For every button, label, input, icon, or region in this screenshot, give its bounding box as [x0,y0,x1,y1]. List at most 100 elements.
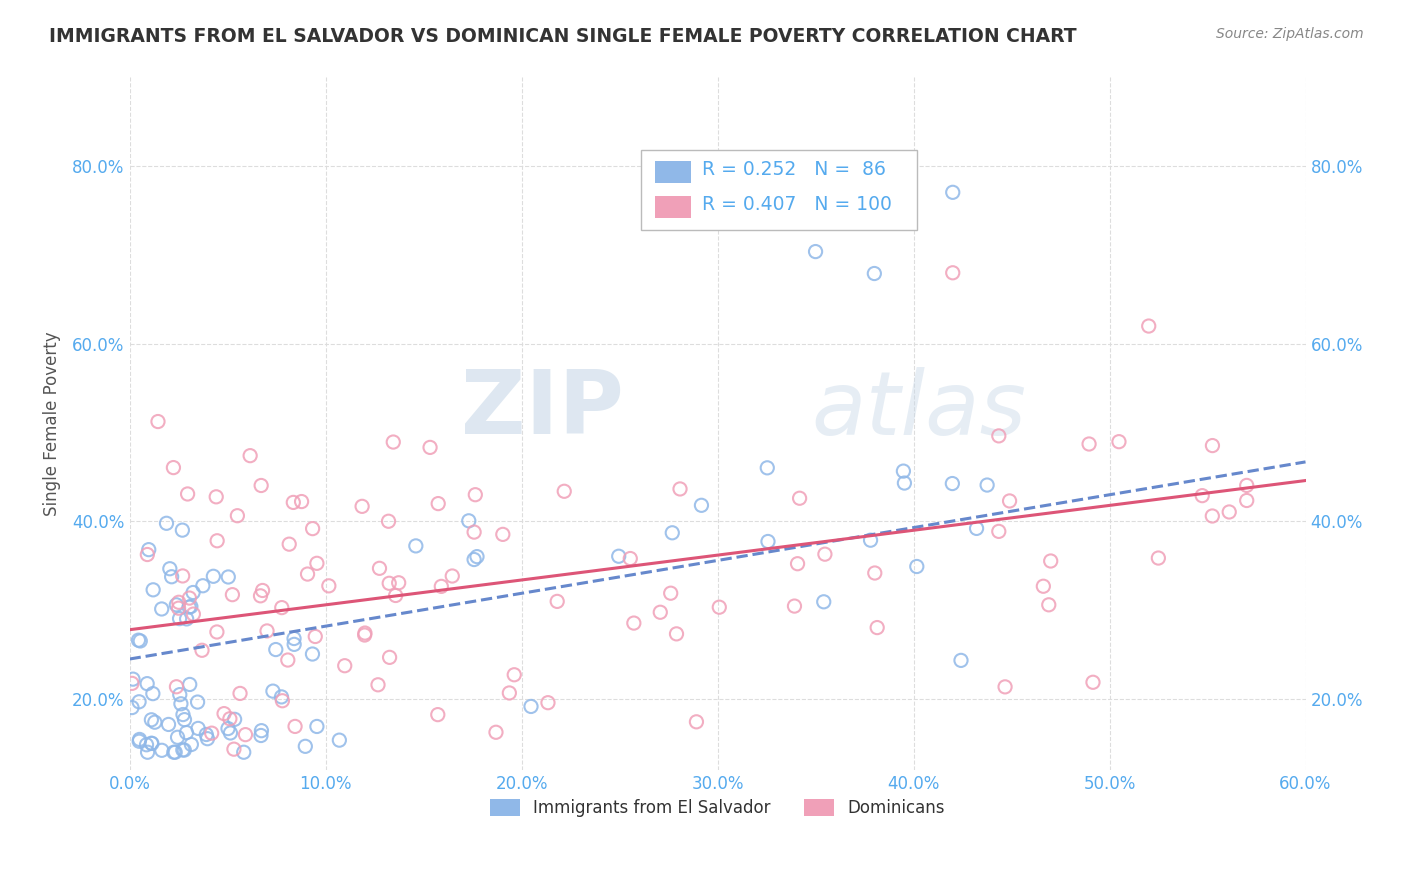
Point [457,514,479,528]
Point [659,586,682,600]
Point [138,542,160,557]
Point [377,514,399,528]
Point [250,729,273,743]
Point [166,731,188,745]
Point [378,576,401,591]
Point [150,602,173,616]
Point [333,658,356,673]
Point [463,525,485,540]
Point [368,561,391,575]
Point [252,583,274,598]
Point [998,494,1021,508]
Point [1191,489,1213,503]
Point [173,713,195,727]
Point [367,678,389,692]
Point [219,712,242,726]
Point [128,734,150,748]
Point [256,624,278,638]
Point [176,725,198,739]
Point [129,634,152,648]
Point [297,567,319,582]
Point [1032,579,1054,593]
Point [976,478,998,492]
Point [146,415,169,429]
Point [426,707,449,722]
Point [221,588,243,602]
Point [191,643,214,657]
Point [1039,554,1062,568]
Point [167,601,190,615]
Point [863,267,886,281]
Point [135,738,157,752]
Point [141,713,163,727]
Point [150,743,173,757]
Point [136,548,159,562]
Point [546,594,568,608]
Point [197,731,219,746]
Point [814,547,837,561]
Point [941,476,963,491]
Point [229,686,252,700]
Point [212,706,235,721]
Point [1108,434,1130,449]
Point [205,490,228,504]
Point [187,722,209,736]
Point [142,687,165,701]
Point [159,562,181,576]
Point [169,612,191,626]
Point [419,441,441,455]
Point [219,726,242,740]
Point [382,435,405,450]
Text: R = 0.407   N = 100: R = 0.407 N = 100 [702,194,893,214]
Point [283,495,305,509]
Point [278,537,301,551]
Point [384,589,406,603]
Point [226,508,249,523]
Point [277,653,299,667]
Point [328,733,350,747]
Point [179,600,201,615]
Point [176,612,198,626]
Point [172,523,194,537]
Bar [655,161,690,184]
Point [205,533,228,548]
Point [685,714,707,729]
Point [994,680,1017,694]
Point [485,725,508,739]
Point [205,624,228,639]
Point [180,738,202,752]
Point [553,484,575,499]
Point [217,722,239,736]
Point [165,680,187,694]
Point [160,570,183,584]
Point [318,579,340,593]
Y-axis label: Single Female Poverty: Single Female Poverty [44,332,60,516]
Point [121,676,143,690]
Point [180,599,202,614]
Point [142,582,165,597]
Text: ZIP: ZIP [461,367,623,453]
Point [1201,439,1223,453]
Point [250,478,273,492]
Point [441,569,464,583]
Point [165,745,187,759]
Point [264,642,287,657]
Point [305,557,328,571]
Point [294,739,316,754]
Point [863,212,886,227]
Point [301,522,323,536]
Point [709,600,731,615]
Point [1137,319,1160,334]
Point [987,429,1010,443]
Point [183,607,205,621]
Point [290,494,312,508]
Point [155,516,177,531]
Point [172,743,194,757]
Point [284,719,307,733]
Point [1236,493,1258,508]
Point [1201,508,1223,523]
Point [863,566,886,580]
Point [465,549,488,564]
Point [121,700,143,714]
Legend: Immigrants from El Salvador, Dominicans: Immigrants from El Salvador, Dominicans [484,792,952,824]
